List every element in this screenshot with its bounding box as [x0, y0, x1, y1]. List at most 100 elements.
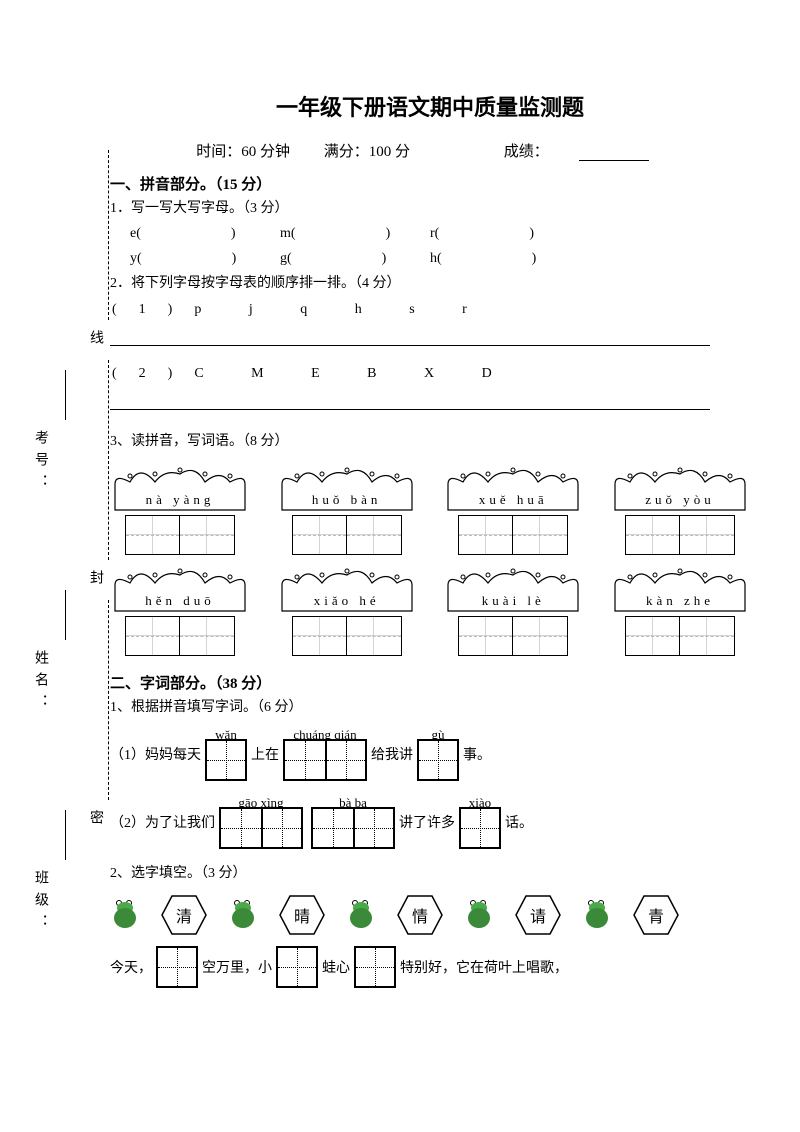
box-gx[interactable]: [219, 807, 303, 849]
hex-char-1: 清: [176, 903, 192, 927]
cell-h: h(): [430, 248, 580, 270]
fr3-mid1: 空万里，小: [202, 957, 272, 977]
seal-xian: 线: [85, 330, 105, 350]
box-s2[interactable]: [276, 946, 318, 988]
meta-time: 时间：60 分钟: [196, 144, 290, 160]
q1-2: 2．将下列字母按字母表的顺序排一排。（4 分）: [110, 273, 750, 295]
q2-2: 2、选字填空。（3 分）: [110, 863, 750, 885]
box-cq[interactable]: [283, 739, 367, 781]
frog-icon: [228, 900, 258, 930]
hex-5: 青: [632, 894, 680, 936]
fr1-mid1: 上在: [251, 744, 279, 764]
q2-1: 1、根据拼音填写字词。（6 分）: [110, 697, 750, 719]
box-s1[interactable]: [156, 946, 198, 988]
crown-2: huǒ bàn: [277, 464, 417, 555]
pinyin-7: kuài lè: [443, 593, 583, 609]
fr1-suffix: 事。: [463, 744, 491, 764]
cell-g: g(): [280, 248, 430, 270]
pinyin-4: zuǒ yòu: [610, 492, 750, 508]
crown-1: nà yàng: [110, 464, 250, 555]
letter-row-1: e() m() r(): [110, 223, 750, 245]
char-grid-1[interactable]: [125, 515, 235, 555]
box-wan[interactable]: [205, 739, 247, 781]
section-2-title: 二、字词部分。（38 分）: [110, 672, 750, 693]
char-grid-8[interactable]: [625, 616, 735, 656]
letter-h: h(: [430, 251, 442, 266]
fr2-mid2: 讲了许多: [399, 812, 455, 832]
pinyin-6: xiǎo hé: [277, 593, 417, 609]
fr2-suffix: 话。: [505, 812, 533, 832]
letter-m: m(: [280, 226, 296, 241]
fr1-mid2: 给我讲: [371, 744, 413, 764]
frog-icon: [110, 900, 140, 930]
crown-row-2: hěn duō xiǎo hé kuài lè kàn zhe: [110, 565, 750, 656]
char-grid-5[interactable]: [125, 616, 235, 656]
meta-full: 满分：100 分: [324, 144, 410, 160]
exam-blank: [65, 370, 66, 420]
seal-line-3: [108, 150, 109, 320]
col-gu: gù: [417, 727, 459, 781]
box-gu[interactable]: [417, 739, 459, 781]
hex-char-5: 青: [648, 903, 664, 927]
box-xiao[interactable]: [459, 807, 501, 849]
score-blank[interactable]: [579, 160, 649, 161]
answer-line-1[interactable]: [110, 330, 710, 346]
score-label: 成绩：: [504, 144, 549, 160]
fr3-suffix: 特别好，它在荷叶上唱歌，: [400, 957, 568, 977]
letter-row-2: y() g() h(): [110, 248, 750, 270]
fr3-mid2: 蛙心: [322, 957, 350, 977]
letter-g: g(: [280, 251, 292, 266]
col-gaoxing: gāo xìng: [219, 795, 303, 849]
meta-score: 成绩：: [489, 144, 664, 160]
exam-label: 考号：: [30, 430, 50, 496]
char-grid-6[interactable]: [292, 616, 402, 656]
hex-char-2: 晴: [294, 903, 310, 927]
box-bb[interactable]: [311, 807, 395, 849]
pinyin-3: xuě huā: [443, 492, 583, 508]
box-s3[interactable]: [354, 946, 396, 988]
col-baba: bà ba: [311, 795, 395, 849]
char-grid-4[interactable]: [625, 515, 735, 555]
binding-sidebar: 班级： 姓名： 考号： 密 封 线: [30, 150, 90, 950]
hex-char-3: 情: [412, 903, 428, 927]
letter-r: r(: [430, 226, 439, 241]
letter-e: e(: [130, 226, 141, 241]
fr3-prefix: 今天，: [110, 957, 152, 977]
frog-icon: [346, 900, 376, 930]
section-1-title: 一、拼音部分。（15 分）: [110, 173, 750, 194]
fill-row-2: （2）为了让我们 gāo xìng bà ba 讲了许多 xiào 话。: [110, 795, 750, 849]
crown-8: kàn zhe: [610, 565, 750, 656]
class-label: 班级：: [30, 870, 50, 936]
hex-1: 清: [160, 894, 208, 936]
char-grid-3[interactable]: [458, 515, 568, 555]
seal-line-2: [108, 360, 109, 560]
hex-2: 晴: [278, 894, 326, 936]
hex-char-4: 请: [530, 903, 546, 927]
crown-4: zuǒ yòu: [610, 464, 750, 555]
fill-row-3: 今天， 空万里，小 蛙心 特别好，它在荷叶上唱歌，: [110, 946, 750, 988]
q1-2a: (1)p j q h s r: [110, 299, 750, 321]
hex-3: 情: [396, 894, 444, 936]
seal-line-1: [108, 600, 109, 800]
frog-icon: [582, 900, 612, 930]
hex-row: 清 晴 情 请 青: [110, 894, 750, 936]
cell-e: e(): [130, 223, 280, 245]
frog-icon: [464, 900, 494, 930]
q1-1: 1．写一写大写字母。（3 分）: [110, 198, 750, 220]
pinyin-2: huǒ bàn: [277, 492, 417, 508]
col-xiao: xiào: [459, 795, 501, 849]
name-label: 姓名：: [30, 650, 50, 716]
pinyin-8: kàn zhe: [610, 593, 750, 609]
seal-mi: 密: [85, 810, 105, 830]
crown-7: kuài lè: [443, 565, 583, 656]
char-grid-2[interactable]: [292, 515, 402, 555]
char-grid-7[interactable]: [458, 616, 568, 656]
class-blank: [65, 810, 66, 860]
crown-6: xiǎo hé: [277, 565, 417, 656]
cell-m: m(): [280, 223, 430, 245]
name-blank: [65, 590, 66, 640]
fr2-prefix: （2）为了让我们: [110, 812, 215, 832]
answer-line-2[interactable]: [110, 394, 710, 410]
crown-3: xuě huā: [443, 464, 583, 555]
q1-3: 3、读拼音，写词语。（8 分）: [110, 431, 750, 453]
